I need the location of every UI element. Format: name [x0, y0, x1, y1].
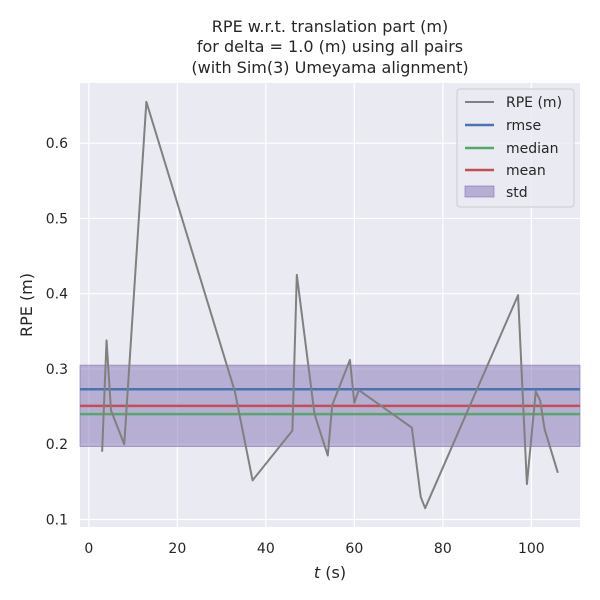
- y-tick-label: 0.4: [46, 287, 68, 303]
- x-tick-label: 80: [434, 541, 452, 557]
- x-tick-label: 0: [84, 541, 93, 557]
- chart-title-line-1: RPE w.r.t. translation part (m): [212, 17, 448, 36]
- x-tick-label: 60: [345, 541, 363, 557]
- y-tick-label: 0.6: [46, 136, 68, 152]
- legend-label-mean: mean: [506, 163, 546, 179]
- legend: RPE (m) rmse median mean std: [456, 88, 575, 208]
- y-axis-label: RPE (m): [17, 273, 36, 337]
- x-gridlines: [88, 83, 532, 527]
- x-tick-label: 100: [518, 541, 545, 557]
- chart-title-line-2: for delta = 1.0 (m) using all pairs: [197, 37, 463, 56]
- chart-title-line-3: (with Sim(3) Umeyama alignment): [191, 58, 468, 77]
- rpe-series-line: [101, 100, 559, 510]
- legend-label-std: std: [506, 185, 528, 201]
- y-tick-label: 0.5: [46, 211, 68, 227]
- legend-box: [456, 88, 575, 208]
- x-axis-label-var: t: [314, 563, 321, 582]
- x-axis-label-unit: (s): [320, 563, 346, 582]
- y-tick-label: 0.3: [46, 362, 68, 378]
- x-tick-label: 40: [257, 541, 275, 557]
- y-tick-label: 0.2: [46, 437, 68, 453]
- legend-label-median: median: [506, 141, 558, 157]
- legend-swatch-std: [464, 185, 495, 198]
- legend-label-rpe: RPE (m): [506, 95, 562, 111]
- x-axis-label: t (s): [314, 563, 346, 582]
- x-tick-label: 20: [168, 541, 186, 557]
- y-tick-label: 0.1: [46, 512, 68, 528]
- x-tick-labels: 0 20 40 60 80 100: [84, 541, 544, 557]
- y-tick-labels: 0.1 0.2 0.3 0.4 0.5 0.6: [46, 136, 68, 528]
- legend-label-rmse: rmse: [506, 118, 541, 134]
